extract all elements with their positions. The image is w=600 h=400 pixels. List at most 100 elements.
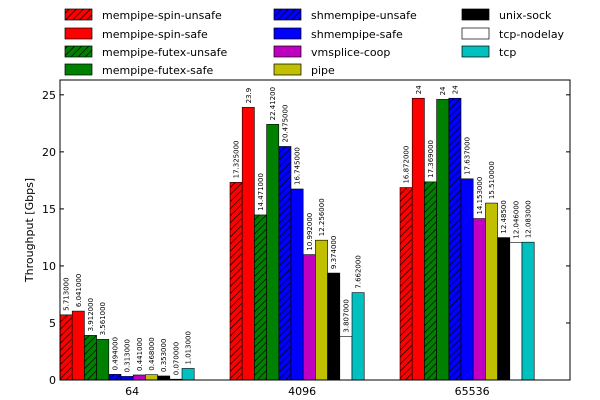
legend-swatch-mempipe-futex-safe: [64, 63, 93, 76]
bar-pipe-64: [145, 374, 158, 381]
y-tick-label: 15: [42, 203, 56, 216]
data-label: 3.561000: [99, 302, 107, 335]
legend-label-mempipe-futex-safe: mempipe-futex-safe: [102, 64, 214, 77]
legend-swatch-pipe: [273, 63, 302, 76]
data-label: 9.374000: [330, 236, 338, 269]
data-label: 1.013000: [185, 331, 193, 364]
data-label: 17.369000: [427, 140, 435, 178]
bar-mempipe-spin-safe-4096: [241, 107, 255, 381]
bar-pipe-4096: [315, 239, 328, 381]
plot-frame: [59, 79, 571, 381]
legend-label-tcp: tcp: [499, 46, 516, 59]
y-tick-label: 20: [42, 146, 56, 159]
legend-swatch-shmempipe-safe: [273, 27, 302, 40]
data-label: 24: [451, 85, 459, 94]
data-label: 20.475000: [281, 105, 289, 143]
legend-swatch-tcp-nodelay: [461, 27, 490, 40]
data-label: 16.745000: [294, 147, 302, 185]
bar-unix-sock-64: [157, 375, 171, 381]
bar-tcp-64: [181, 368, 195, 381]
data-label: 5.713000: [63, 277, 71, 310]
y-tick-label: 5: [49, 317, 56, 330]
legend-swatch-vmsplice-coop: [273, 45, 302, 58]
data-label: 7.662000: [355, 255, 363, 288]
y-axis-label: Throughput [Gbps]: [23, 178, 36, 283]
data-label: 6.041000: [75, 274, 83, 307]
legend-label-shmempipe-safe: shmempipe-safe: [311, 28, 403, 41]
bar-tcp-nodelay-65536: [509, 242, 523, 381]
data-label: 14.153000: [476, 177, 484, 215]
bar-mempipe-futex-safe-4096: [266, 124, 280, 381]
legend-label-pipe: pipe: [311, 64, 335, 77]
bar-shmempipe-safe-64: [120, 376, 134, 381]
legend-label-vmsplice-coop: vmsplice-coop: [311, 46, 390, 59]
data-label: 3.912000: [87, 298, 95, 331]
y-tick-label: 10: [42, 260, 56, 273]
bar-mempipe-spin-unsafe-64: [59, 314, 73, 381]
bar-pipe-65536: [485, 202, 498, 381]
bar-mempipe-futex-unsafe-64: [84, 335, 97, 381]
legend-swatch-tcp: [461, 45, 490, 58]
data-label: 12.256000: [318, 198, 326, 236]
y-tick-label: 0: [49, 374, 56, 387]
bar-mempipe-spin-unsafe-4096: [229, 182, 243, 381]
x-tick-label: 65536: [455, 385, 490, 398]
data-label: 23.9: [245, 88, 253, 104]
data-label: 3.807000: [342, 299, 350, 332]
data-label: 22.41200: [269, 87, 277, 120]
data-label: 0.313000: [124, 339, 132, 372]
bar-shmempipe-unsafe-4096: [278, 146, 292, 381]
bar-shmempipe-unsafe-65536: [448, 97, 462, 381]
y-tick-label: 25: [42, 89, 56, 102]
bar-shmempipe-safe-65536: [460, 178, 474, 381]
legend-swatch-mempipe-spin-unsafe: [64, 8, 93, 21]
bar-mempipe-spin-safe-64: [71, 310, 85, 381]
legend: mempipe-spin-unsafe mempipe-spin-safe memp…: [64, 8, 565, 77]
legend-label-tcp-nodelay: tcp-nodelay: [499, 28, 565, 41]
bar-vmsplice-coop-64: [132, 374, 146, 381]
data-label: 0.441000: [136, 338, 144, 371]
data-label: 17.325000: [233, 141, 241, 179]
bar-mempipe-futex-unsafe-65536: [424, 181, 437, 381]
bar-tcp-65536: [521, 241, 535, 381]
bar-mempipe-futex-safe-64: [96, 339, 110, 381]
legend-label-mempipe-spin-safe: mempipe-spin-safe: [102, 28, 208, 41]
legend-swatch-mempipe-spin-safe: [64, 27, 93, 40]
data-label: 17.637000: [464, 137, 472, 175]
bar-vmsplice-coop-4096: [302, 254, 316, 381]
plot-area: 0 5 10 15 20 25 64 5.713000 6.041000 3.912000 3.56…: [42, 85, 570, 398]
bar-mempipe-spin-unsafe-65536: [399, 187, 413, 381]
legend-swatch-unix-sock: [461, 8, 490, 21]
bar-tcp-nodelay-4096: [339, 336, 353, 381]
bar-shmempipe-unsafe-64: [108, 374, 122, 381]
bar-shmempipe-safe-4096: [290, 188, 304, 381]
data-label: 0.353000: [160, 339, 168, 372]
x-tick-label: 64: [125, 385, 139, 398]
data-label: 0.494000: [111, 337, 119, 370]
legend-swatch-shmempipe-unsafe: [273, 8, 302, 21]
data-label: 12.083000: [525, 200, 533, 238]
legend-label-mempipe-futex-unsafe: mempipe-futex-unsafe: [102, 46, 227, 59]
data-label: 15.510000: [488, 161, 496, 199]
data-label: 0.070000: [172, 342, 180, 375]
bar-vmsplice-coop-65536: [472, 218, 486, 381]
data-label: 24: [439, 86, 447, 95]
bar-unix-sock-4096: [327, 272, 341, 381]
legend-label-mempipe-spin-unsafe: mempipe-spin-unsafe: [102, 9, 222, 22]
data-label: 12.046000: [512, 201, 520, 239]
bar-mempipe-futex-safe-65536: [436, 99, 450, 381]
x-tick-label: 4096: [288, 385, 316, 398]
bar-mempipe-futex-unsafe-4096: [254, 214, 267, 381]
legend-swatch-mempipe-futex-unsafe: [64, 45, 93, 58]
data-label: 14.471000: [257, 173, 265, 211]
data-label: 12.48500: [500, 200, 508, 233]
data-label: 16.872000: [403, 146, 411, 184]
data-label: 0.468000: [148, 337, 156, 370]
legend-label-unix-sock: unix-sock: [499, 9, 552, 22]
data-label: 24: [415, 85, 423, 94]
legend-label-shmempipe-unsafe: shmempipe-unsafe: [311, 9, 417, 22]
data-label: 10.992000: [306, 213, 314, 251]
bar-mempipe-spin-safe-65536: [411, 97, 425, 381]
bar-unix-sock-65536: [497, 237, 511, 381]
